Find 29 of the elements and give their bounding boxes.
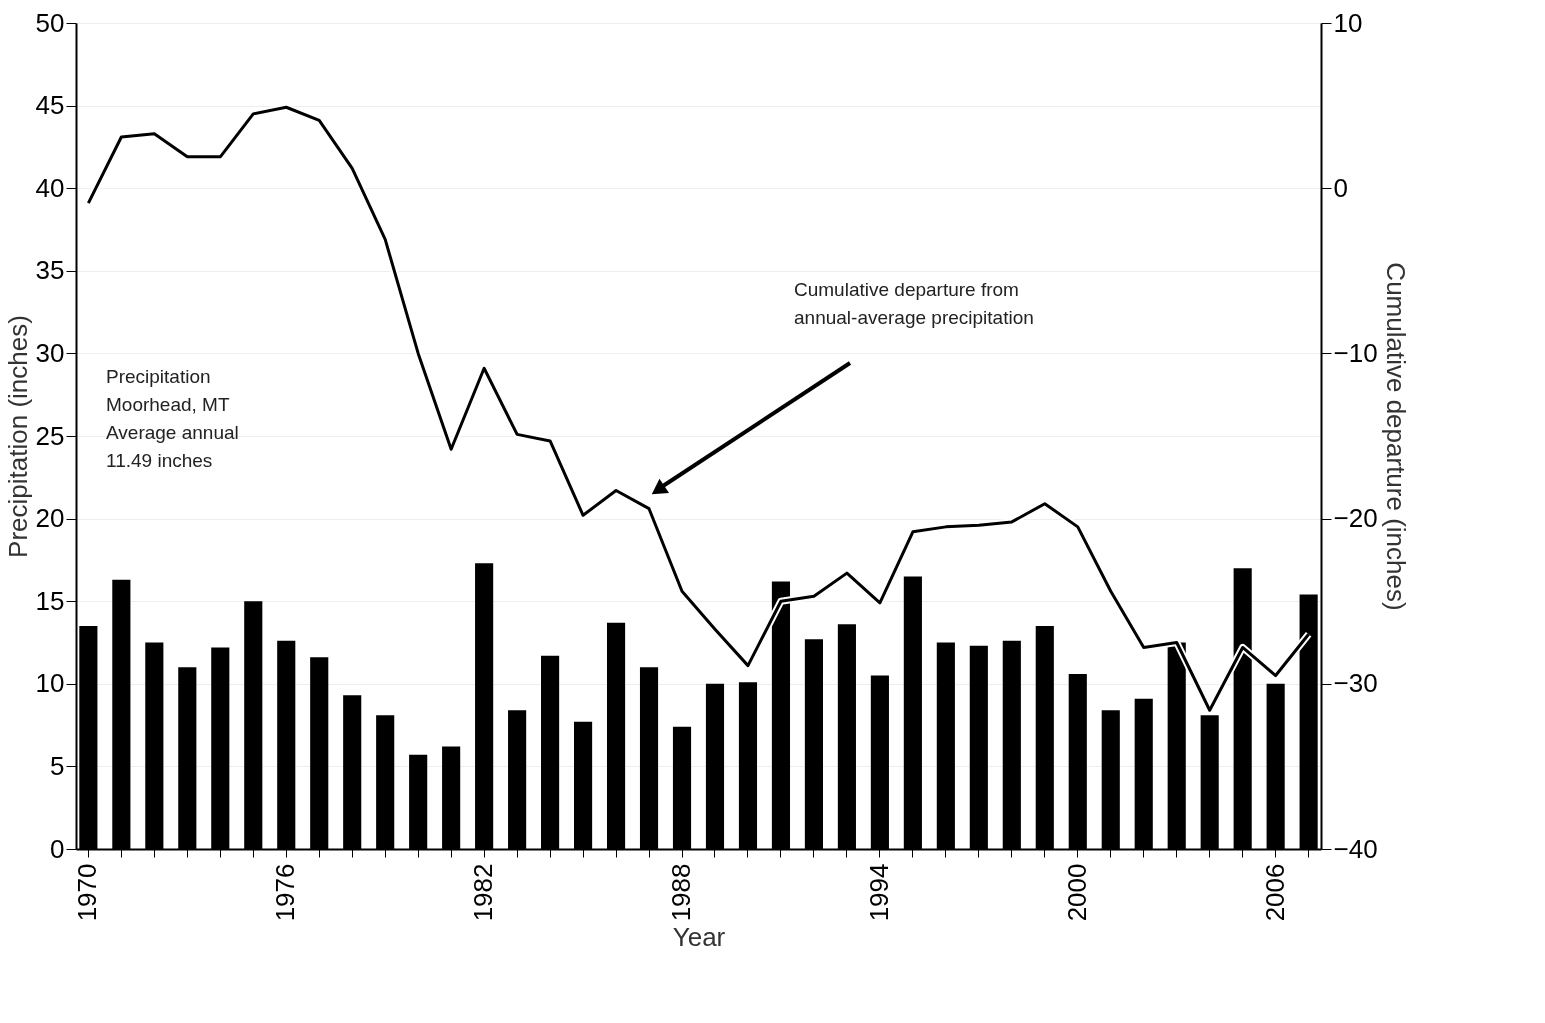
y2-tick-label: 0 [1333, 172, 1348, 203]
x-tick-label: 2006 [1259, 863, 1290, 922]
y-tick-label: 10 [35, 668, 65, 699]
y2-tick-label: 10 [1333, 7, 1363, 38]
y2-tick-label: −40 [1333, 833, 1378, 864]
y2-axis-title: Cumulative departure (inches) [1380, 262, 1411, 611]
y-tick-label: 35 [35, 255, 65, 286]
y2-tick-label: −10 [1333, 337, 1378, 368]
y-tick-label: 15 [35, 585, 65, 616]
y2-tick-label: −20 [1333, 503, 1378, 534]
y-tick-label: 25 [35, 420, 65, 451]
y-tick-label: 45 [35, 90, 65, 121]
x-tick-label: 1994 [863, 863, 894, 922]
y-tick-label: 5 [50, 750, 65, 781]
y-tick-label: 40 [35, 172, 65, 203]
x-tick-label: 1976 [270, 863, 301, 922]
annotation: Precipitation Moorhead, MT Average annual 11.49 inches [106, 366, 239, 471]
x-tick-label: 1970 [72, 863, 103, 922]
y-tick-label: 20 [35, 503, 65, 534]
x-tick-label: 1988 [666, 863, 697, 922]
x-tick-label: 2000 [1061, 863, 1092, 922]
y-axis-title: Precipitation (inches) [2, 315, 33, 558]
y-tick-label: 30 [35, 337, 65, 368]
x-axis-title: Year [672, 922, 726, 953]
x-tick-label: 1982 [468, 863, 499, 922]
y2-tick-label: −30 [1333, 668, 1378, 699]
annotation: Cumulative departure from annual-average precipitation [794, 279, 1034, 328]
y-tick-label: 50 [35, 7, 65, 38]
y-tick-label: 0 [50, 833, 65, 864]
